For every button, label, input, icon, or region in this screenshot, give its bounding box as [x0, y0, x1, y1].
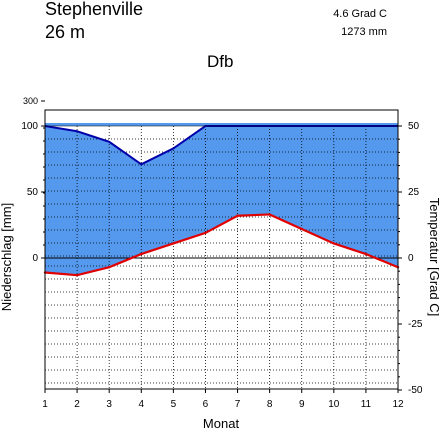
x-axis-label: Monat [203, 416, 240, 430]
left-axis-tick-label: 50 [27, 187, 39, 198]
right-axis-tick-label: 50 [408, 121, 420, 132]
grid-layer [45, 126, 398, 389]
precipitation-area [45, 126, 398, 276]
x-axis-tick-label: 2 [74, 399, 80, 410]
left-axis-label: Niederschlag [mm] [0, 203, 14, 311]
plot-frame [44, 109, 399, 390]
annual-temperature: 4.6 Grad C [333, 8, 387, 20]
temperature-point [204, 231, 207, 235]
x-axis-tick-label: 7 [235, 399, 241, 410]
temperature-point [140, 252, 143, 256]
temperature-point [268, 213, 271, 216]
x-axis-tick-label: 8 [267, 399, 273, 410]
x-axis-tick-label: 5 [171, 399, 177, 410]
temperature-point [75, 273, 79, 277]
temperature-line-layer [43, 213, 400, 277]
station-name: Stephenville [45, 0, 144, 19]
temperature-point [300, 227, 303, 231]
precipitation-excess-band [45, 123, 398, 126]
temperature-series-line [44, 213, 399, 277]
left-axis-tick-label: 0 [32, 253, 38, 264]
x-axis-tick-label: 10 [328, 399, 340, 410]
x-axis-tick-label: 1 [42, 399, 48, 410]
x-axis-tick-label: 4 [138, 399, 144, 410]
temperature-point [364, 252, 368, 256]
station-elevation: 26 m [45, 22, 86, 42]
x-axis-tick-label: 3 [106, 399, 112, 410]
left-axis-tick-label: 100 [21, 121, 38, 132]
temperature-point [332, 242, 336, 245]
precipitation-area-layer [45, 123, 398, 276]
right-axis-tick-label: -25 [408, 319, 423, 330]
x-axis-tick-label: 12 [392, 399, 404, 410]
right-axis-tick-label: 25 [408, 187, 420, 198]
x-axis-tick-label: 9 [299, 399, 305, 410]
left-axis-tick-label: 300 [23, 96, 38, 106]
right-axis-tick-label: -50 [408, 385, 423, 396]
right-axis-label: Temperatur [Grad C] [427, 198, 439, 317]
right-axis-tick-label: 0 [408, 253, 414, 264]
temperature-point [236, 214, 239, 217]
x-axis-tick-label: 11 [361, 399, 372, 410]
x-axis-tick-label: 6 [203, 399, 209, 410]
climate-classification: Dfb [207, 52, 234, 71]
annual-precipitation: 1273 mm [341, 26, 387, 38]
temperature-point [107, 266, 111, 269]
temperature-point [172, 242, 175, 245]
